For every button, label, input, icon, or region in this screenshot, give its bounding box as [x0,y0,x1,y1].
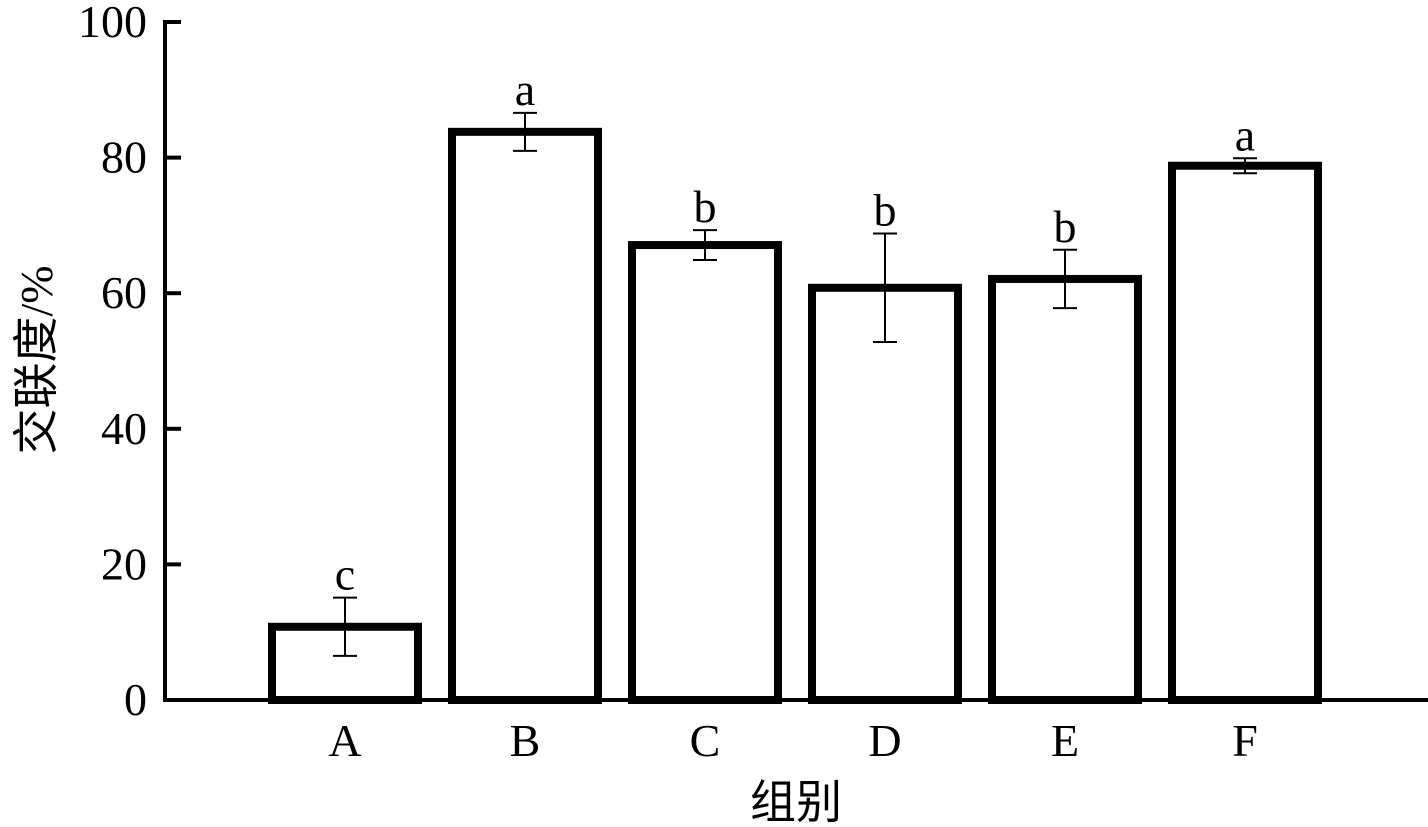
y-tick-label: 20 [101,538,147,589]
bar [988,274,1142,704]
x-tick-label: F [1232,715,1258,766]
significance-label: b [694,181,717,232]
bar [808,283,962,704]
y-tick-label: 60 [101,267,147,318]
significance-label: a [1235,109,1255,160]
significance-label: a [515,64,535,115]
y-tick-label: 0 [124,674,147,725]
x-tick-label: A [328,715,361,766]
significance-label: c [335,549,355,600]
y-axis-label: 交联度/% [11,265,62,454]
y-tick-label: 40 [101,403,147,454]
bar [1168,161,1322,704]
bar [628,241,782,704]
x-tick-label: B [510,715,541,766]
x-tick-label: E [1051,715,1079,766]
x-tick-label: D [868,715,901,766]
y-tick-label: 100 [78,0,147,47]
y-tick-label: 80 [101,132,147,183]
significance-label: b [874,185,897,236]
significance-label: b [1054,201,1077,252]
x-tick-label: C [690,715,721,766]
x-axis-label: 组别 [750,777,842,827]
bar [448,127,602,704]
